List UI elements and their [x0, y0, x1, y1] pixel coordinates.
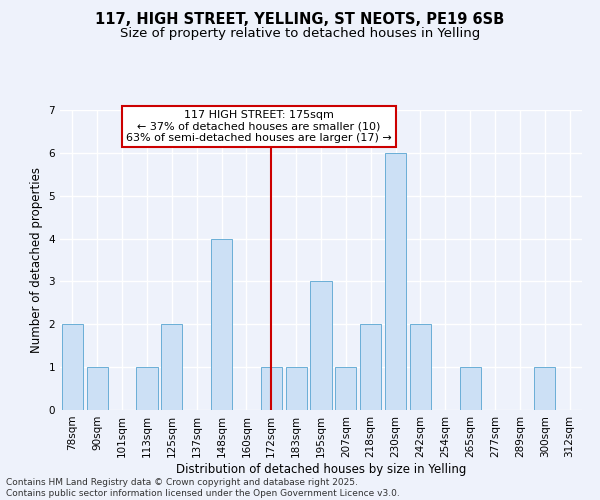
Bar: [460, 367, 481, 410]
Bar: [62, 324, 83, 410]
Text: Size of property relative to detached houses in Yelling: Size of property relative to detached ho…: [120, 28, 480, 40]
Bar: [211, 238, 232, 410]
Text: 117 HIGH STREET: 175sqm
← 37% of detached houses are smaller (10)
63% of semi-de: 117 HIGH STREET: 175sqm ← 37% of detache…: [126, 110, 392, 143]
Y-axis label: Number of detached properties: Number of detached properties: [30, 167, 43, 353]
Bar: [161, 324, 182, 410]
Text: Contains HM Land Registry data © Crown copyright and database right 2025.
Contai: Contains HM Land Registry data © Crown c…: [6, 478, 400, 498]
Bar: [87, 367, 108, 410]
Bar: [136, 367, 158, 410]
X-axis label: Distribution of detached houses by size in Yelling: Distribution of detached houses by size …: [176, 462, 466, 475]
Bar: [335, 367, 356, 410]
Bar: [410, 324, 431, 410]
Text: 117, HIGH STREET, YELLING, ST NEOTS, PE19 6SB: 117, HIGH STREET, YELLING, ST NEOTS, PE1…: [95, 12, 505, 28]
Bar: [385, 153, 406, 410]
Bar: [534, 367, 555, 410]
Bar: [261, 367, 282, 410]
Bar: [310, 282, 332, 410]
Bar: [360, 324, 381, 410]
Bar: [286, 367, 307, 410]
